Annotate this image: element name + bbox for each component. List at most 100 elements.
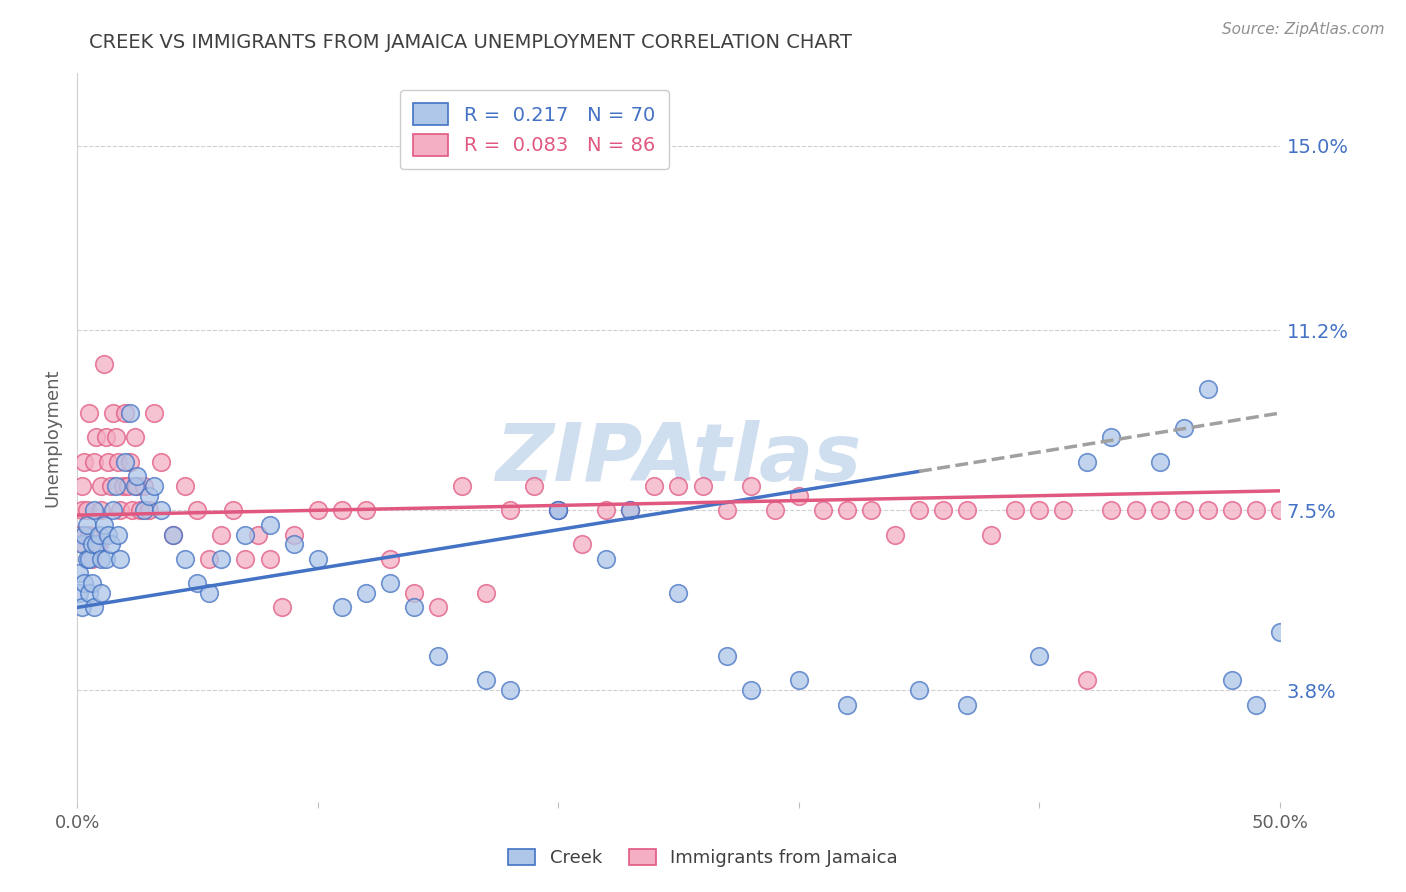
Point: [73, 537, 96, 551]
Point: [118, 406, 141, 420]
Point: [101, 503, 124, 517]
Point: [114, 406, 136, 420]
Point: [150, 503, 173, 517]
Point: [859, 503, 882, 517]
Point: [307, 503, 329, 517]
Point: [884, 527, 907, 541]
Point: [198, 552, 221, 566]
Point: [97, 455, 120, 469]
Point: [1173, 420, 1195, 434]
Point: [90, 503, 112, 517]
Point: [83, 455, 105, 469]
Point: [259, 517, 281, 532]
Point: [69, 586, 91, 600]
Point: [222, 503, 245, 517]
Point: [956, 503, 979, 517]
Point: [134, 503, 156, 517]
Point: [162, 527, 184, 541]
Point: [475, 673, 498, 688]
Point: [198, 586, 221, 600]
Point: [354, 503, 377, 517]
Point: [499, 503, 522, 517]
Point: [80, 576, 103, 591]
Point: [94, 430, 117, 444]
Point: [73, 455, 96, 469]
Y-axis label: Unemployment: Unemployment: [44, 368, 60, 507]
Point: [1101, 430, 1123, 444]
Point: [1268, 503, 1291, 517]
Point: [100, 537, 122, 551]
Point: [547, 503, 569, 517]
Point: [134, 479, 156, 493]
Point: [235, 527, 257, 541]
Point: [1244, 503, 1267, 517]
Point: [1173, 503, 1195, 517]
Point: [174, 552, 197, 566]
Point: [1028, 503, 1050, 517]
Point: [811, 503, 834, 517]
Point: [124, 430, 146, 444]
Point: [77, 406, 100, 420]
Point: [83, 503, 105, 517]
Point: [76, 552, 98, 566]
Point: [77, 527, 100, 541]
Point: [1076, 673, 1098, 688]
Text: ZIPAtlas: ZIPAtlas: [495, 420, 862, 499]
Point: [1149, 455, 1171, 469]
Point: [270, 600, 292, 615]
Point: [1028, 649, 1050, 664]
Point: [86, 537, 108, 551]
Point: [1125, 503, 1147, 517]
Point: [143, 479, 166, 493]
Point: [956, 698, 979, 712]
Point: [80, 537, 103, 551]
Point: [111, 479, 134, 493]
Point: [107, 527, 129, 541]
Point: [1220, 503, 1243, 517]
Point: [740, 683, 762, 698]
Point: [716, 649, 738, 664]
Point: [475, 586, 498, 600]
Point: [1076, 455, 1098, 469]
Point: [402, 600, 425, 615]
Point: [174, 479, 197, 493]
Point: [259, 552, 281, 566]
Point: [740, 479, 762, 493]
Point: [117, 479, 139, 493]
Point: [150, 455, 173, 469]
Point: [1101, 503, 1123, 517]
Point: [378, 576, 401, 591]
Point: [104, 430, 127, 444]
Point: [1149, 503, 1171, 517]
Point: [330, 600, 353, 615]
Point: [186, 576, 208, 591]
Point: [908, 503, 931, 517]
Point: [451, 479, 474, 493]
Point: [138, 489, 160, 503]
Point: [378, 552, 401, 566]
Point: [94, 552, 117, 566]
Point: [426, 600, 449, 615]
Point: [110, 552, 132, 566]
Point: [980, 527, 1002, 541]
Point: [127, 469, 149, 483]
Point: [70, 537, 93, 551]
Point: [235, 552, 257, 566]
Point: [246, 527, 269, 541]
Point: [76, 503, 98, 517]
Point: [499, 683, 522, 698]
Point: [69, 527, 91, 541]
Point: [1052, 503, 1074, 517]
Point: [1197, 382, 1219, 396]
Point: [692, 479, 714, 493]
Point: [93, 358, 115, 372]
Point: [354, 586, 377, 600]
Legend: Creek, Immigrants from Jamaica: Creek, Immigrants from Jamaica: [501, 841, 905, 874]
Point: [186, 503, 208, 517]
Point: [619, 503, 641, 517]
Point: [121, 503, 143, 517]
Point: [93, 517, 115, 532]
Point: [1197, 503, 1219, 517]
Point: [523, 479, 546, 493]
Point: [932, 503, 955, 517]
